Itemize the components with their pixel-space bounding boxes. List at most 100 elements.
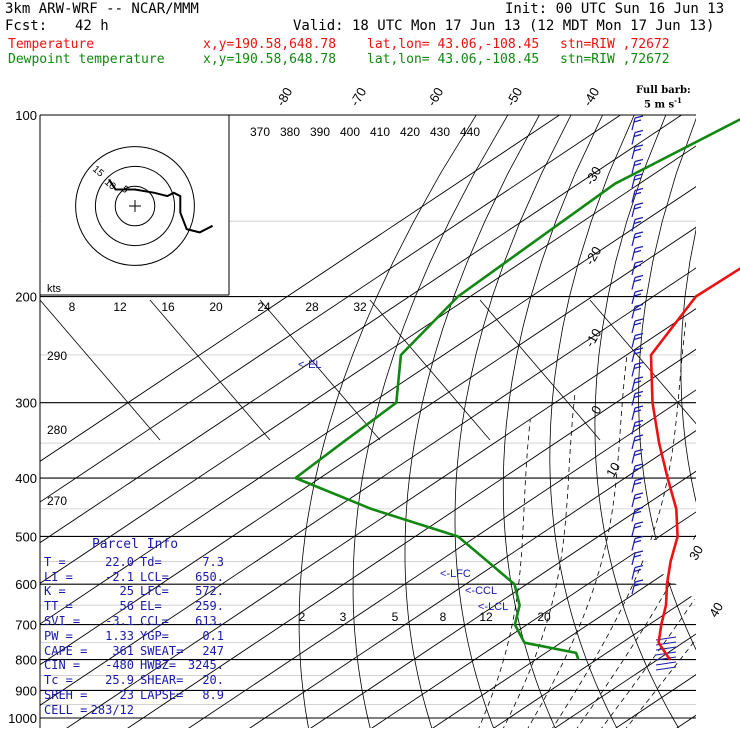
barb-flag — [633, 467, 642, 471]
wind-barb — [631, 318, 644, 334]
isotherm-line — [40, 226, 696, 666]
parcel-k2: LAPSE= — [140, 687, 184, 702]
barb-flag — [634, 115, 644, 119]
parcel-row: CAPE = 361 SWEAT= 247 — [44, 644, 226, 659]
barb-staff — [631, 509, 636, 522]
series-dewpoint-temperature — [294, 117, 740, 661]
wind-barb — [631, 434, 644, 450]
wind-barb — [631, 332, 644, 348]
parcel-v1: 25.9 — [105, 673, 134, 688]
theta-label: 400 — [340, 125, 360, 139]
theta-label: 380 — [280, 125, 300, 139]
isotherm-label: -30 — [582, 164, 604, 188]
mixing-ratio-label: 32 — [353, 300, 367, 314]
barb-staff — [631, 407, 636, 421]
wind-barb — [631, 260, 644, 276]
barb-flag — [633, 525, 642, 529]
parcel-k1: CIN = — [44, 658, 81, 673]
parcel-info-panel: Parcel Info T = 22.0 Td= 7.3 LI = -2.1 LCL= 650… — [44, 537, 226, 724]
isotherm-line — [40, 145, 696, 584]
barb-flag — [634, 419, 644, 424]
barb-staff — [631, 349, 636, 363]
wind-barb — [631, 158, 644, 174]
parcel-v1: 22.0 — [105, 554, 134, 569]
barb-staff — [631, 436, 636, 450]
barb-staff — [631, 538, 636, 551]
helper-line — [589, 299, 696, 425]
wind-barb — [631, 579, 644, 595]
barb-flag — [634, 361, 644, 366]
low-barb — [655, 646, 677, 651]
parcel-row: SVI = -3.1 CCL= 613. — [44, 614, 226, 629]
wind-barb — [631, 550, 644, 566]
parcel-v1: -2.1 — [105, 569, 134, 584]
parcel-row: CIN = -480 HWBZ= 3245. — [44, 658, 226, 673]
parcel-v2: 0.1 — [202, 628, 224, 643]
parcel-k1: K = — [44, 584, 66, 599]
dry-adiabat — [502, 115, 603, 728]
parcel-k2: LFC= — [140, 584, 169, 599]
barb-flag — [633, 235, 642, 239]
chart-series — [294, 117, 740, 661]
barb-flag — [633, 264, 642, 268]
wind-barb — [631, 231, 644, 247]
wind-barb — [631, 173, 644, 189]
wind-barb — [631, 448, 644, 464]
legend-temperature: Temperature — [8, 37, 95, 52]
helper-line — [479, 299, 601, 441]
barb-flag — [634, 289, 644, 293]
moist-adiabat — [478, 419, 531, 728]
isotherm-label: 0 — [588, 403, 605, 417]
helper-line — [369, 299, 491, 441]
parcel-k1: T = — [44, 554, 66, 569]
temp-xy: x,y=190.58,648.78 — [203, 37, 337, 52]
dry-adiabat — [680, 227, 696, 503]
barb-staff — [631, 248, 636, 261]
barb-staff — [631, 132, 636, 145]
parcel-v1: 56 — [119, 599, 134, 614]
init-time: Init: 00 UTC Sun 16 Jun 13 — [505, 1, 725, 17]
wind-barb — [631, 115, 644, 131]
mixing-ratio-label: 20 — [209, 300, 223, 314]
isotherm-line — [432, 552, 696, 728]
barb-staff — [631, 378, 636, 392]
isotherm-label: -60 — [424, 85, 446, 109]
corner-mask — [620, 540, 696, 600]
barb-staff — [631, 393, 636, 406]
isotherm-label: -40 — [580, 85, 602, 109]
valid-time: Valid: 18 UTC Mon 17 Jun 13 (12 MDT Mon … — [293, 18, 715, 34]
wind-barb — [631, 274, 644, 290]
isotherm-line — [40, 115, 682, 544]
moist-adiabat — [503, 393, 576, 728]
wind-barb — [631, 535, 644, 551]
wind-barb — [631, 477, 644, 493]
forecast-hour: 42 h — [75, 18, 109, 34]
isotherm-line — [40, 115, 621, 503]
barb-flag — [633, 365, 642, 370]
dry-adiabat-label: 290 — [47, 349, 67, 363]
barb-flag — [633, 336, 642, 341]
barb-flag — [633, 394, 642, 399]
isotherm-label: 40 — [706, 600, 726, 620]
mixing-ratio-label-lower: 12 — [479, 610, 493, 624]
dry-adiabat — [298, 115, 477, 728]
isotherm-line — [310, 470, 696, 728]
dry-adiabat — [549, 115, 635, 728]
pressure-tick-label: 100 — [15, 108, 37, 123]
parcel-v1: -480 — [105, 658, 134, 673]
barb-flag — [634, 173, 644, 177]
theta-label: 410 — [370, 125, 390, 139]
barb-flag — [634, 463, 644, 467]
barb-flag — [633, 409, 642, 413]
isotherm-label: -70 — [347, 85, 369, 109]
grid-clip-group — [40, 115, 740, 731]
barb-flag — [634, 492, 644, 496]
dry-adiabat — [722, 115, 740, 731]
pressure-tick-label: 900 — [15, 683, 37, 698]
moist-adiabat — [527, 354, 628, 728]
barb-flag — [634, 274, 644, 279]
barb-staff — [631, 306, 636, 319]
barb-flag — [633, 177, 642, 181]
pressure-tick-label: 500 — [15, 529, 37, 544]
